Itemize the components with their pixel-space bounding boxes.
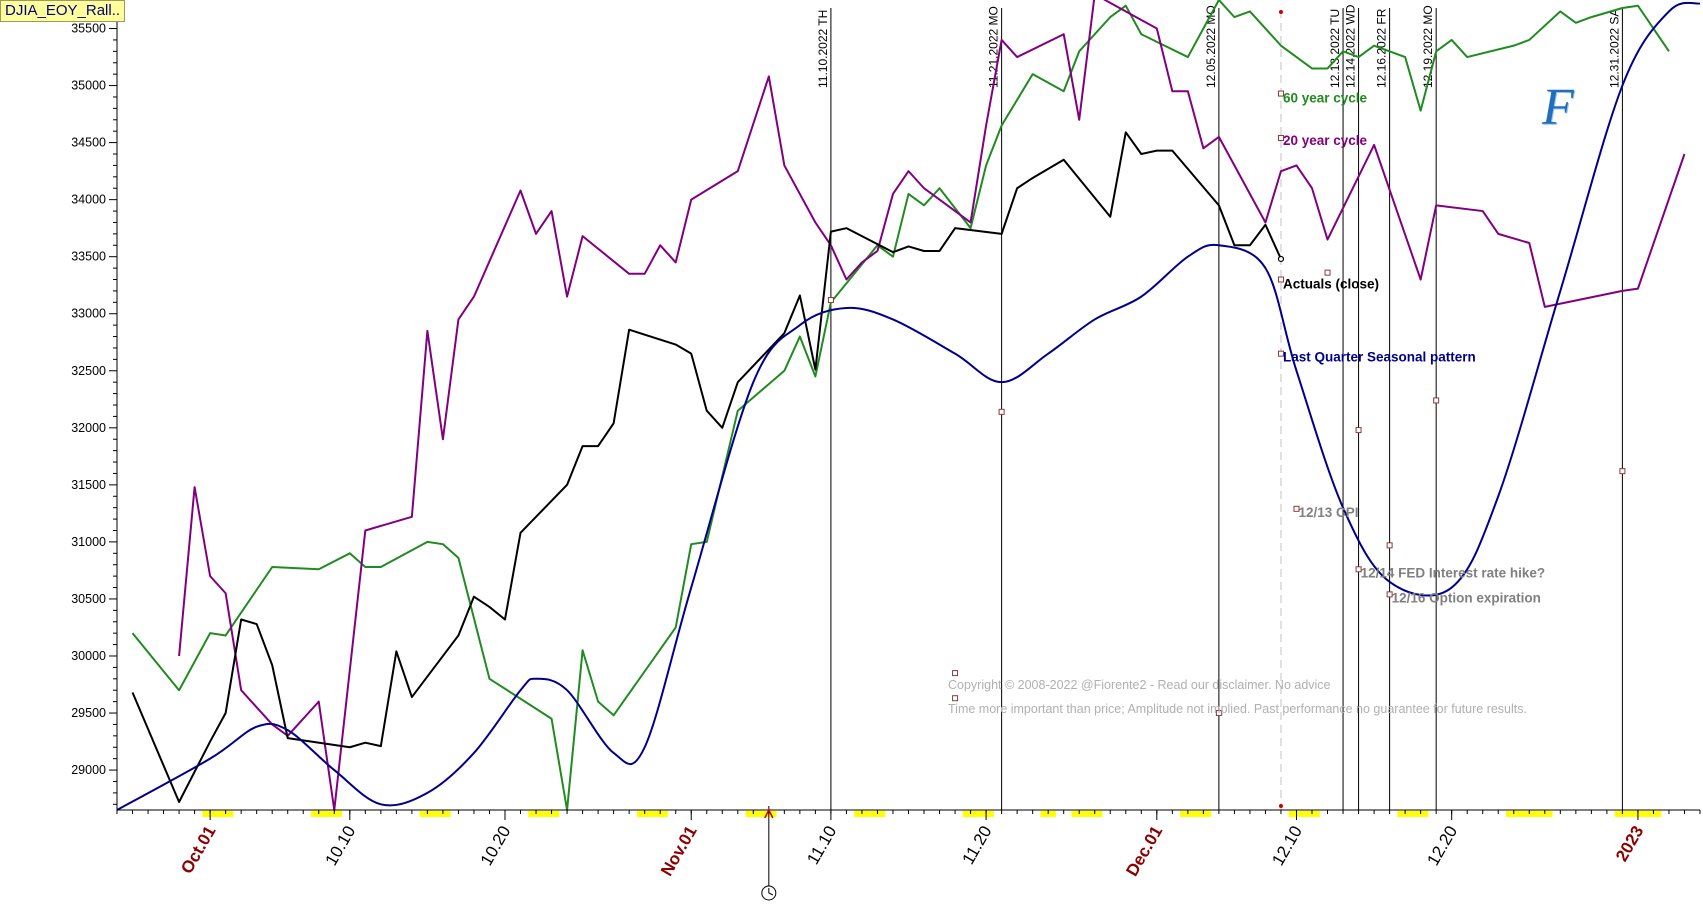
square-marker (1277, 90, 1284, 97)
square-marker (1355, 566, 1362, 573)
vertical-marker-label: 12.31.2022 SA (1607, 9, 1621, 88)
cursor-arrow (764, 808, 774, 819)
y-tick-label: 35500 (71, 22, 106, 36)
square-marker (1355, 427, 1362, 434)
today-marker-top-dot (1278, 10, 1283, 14)
x-tick-label: 2023 (1612, 823, 1647, 865)
cursor-clock-hands (768, 888, 774, 896)
series-labels: 60 year cycle 20 year cycle Actuals (close… (1283, 91, 1545, 606)
actuals-last-point (1277, 255, 1285, 263)
series-label-actuals: Actuals (close) (1283, 277, 1379, 292)
vertical-marker-label: 12.05.2022 MO (1204, 5, 1218, 88)
y-tick-label: 29000 (71, 763, 106, 777)
weekend-marks (202, 811, 1662, 817)
y-tick-label: 34500 (71, 136, 106, 150)
y-tick-label: 32000 (71, 421, 106, 435)
square-markers (827, 90, 1626, 717)
series-label-seasonal: Last Quarter Seasonal pattern (1283, 350, 1476, 365)
y-tick-label: 34000 (71, 193, 106, 207)
square-marker (1215, 710, 1222, 717)
series-label-cycle60: 60 year cycle (1283, 91, 1368, 106)
square-marker (952, 670, 959, 677)
x-tick-label: 12.20 (1423, 823, 1461, 869)
square-marker (1277, 350, 1284, 357)
vertical-marker-label: 12.14.2022 WD (1344, 4, 1358, 88)
chart-title-tag[interactable]: DJIA_EOY_Rall.. (0, 0, 126, 22)
square-marker (1619, 468, 1626, 475)
x-tick-label: Oct.01 (177, 823, 219, 878)
y-tick-label: 32500 (71, 364, 106, 378)
x-tick-label: 12.10 (1268, 823, 1306, 869)
y-tick-label: 29500 (71, 706, 106, 720)
square-marker (1277, 276, 1284, 283)
series-lines (116, 0, 1701, 811)
square-marker (1277, 135, 1284, 142)
y-tick-label: 31000 (71, 535, 106, 549)
square-marker (952, 695, 959, 702)
vertical-marker-label: 12.13.2022 TU (1328, 9, 1342, 88)
x-tick-label: Dec.01 (1122, 823, 1166, 880)
fiorente-logo: F (1542, 79, 1574, 136)
square-marker (998, 408, 1005, 415)
x-tick-label: 11.20 (958, 823, 995, 868)
x-tick-label: 10.20 (477, 823, 515, 869)
square-marker (1386, 542, 1393, 549)
today-marker-bottom-dot (1278, 804, 1283, 808)
square-marker (1293, 505, 1300, 512)
y-tick-label: 30500 (71, 592, 106, 606)
vertical-marker-label: 11.10.2022 TH (816, 10, 830, 88)
annotation-label: 12/16 Option expiration (1392, 590, 1541, 605)
y-tick-label: 33000 (71, 307, 106, 321)
series-line-seasonal (116, 1, 1701, 811)
annotation-label: 12/14 FED Interest rate hike? (1361, 565, 1546, 580)
annotation-label: 12/13 CPI (1298, 505, 1358, 520)
y-tick-label: 31500 (71, 478, 106, 492)
copyright-line-2: Time more important than price; Amplitud… (948, 702, 1527, 716)
square-marker (827, 297, 834, 304)
x-tick-label: 11.10 (803, 823, 840, 868)
axes: 29000 29500 30000 30500 31000 31500 32000 32500… (71, 0, 1701, 901)
y-tick-label: 35000 (71, 79, 106, 93)
square-marker (1324, 269, 1331, 276)
square-marker (1386, 591, 1393, 598)
vertical-marker-label: 11.21.2022 MO (987, 6, 1001, 88)
y-tick-label: 33500 (71, 250, 106, 264)
copyright-line-1: Copyright © 2008-2022 @Fiorente2 - Read … (948, 678, 1331, 692)
y-tick-label: 30000 (71, 649, 106, 663)
series-line-cycle20 (178, 0, 1686, 811)
copyright-notice: Copyright © 2008-2022 @Fiorente2 - Read … (948, 678, 1527, 716)
square-marker (1433, 397, 1440, 404)
vertical-marker-label: 12.19.2022 MO (1421, 5, 1435, 88)
series-line-cycle60 (131, 0, 1670, 811)
series-line-actuals (131, 131, 1282, 804)
series-label-cycle20: 20 year cycle (1283, 133, 1368, 148)
x-tick-label: 10.10 (322, 823, 360, 869)
x-tick-label: Nov.01 (657, 823, 701, 880)
